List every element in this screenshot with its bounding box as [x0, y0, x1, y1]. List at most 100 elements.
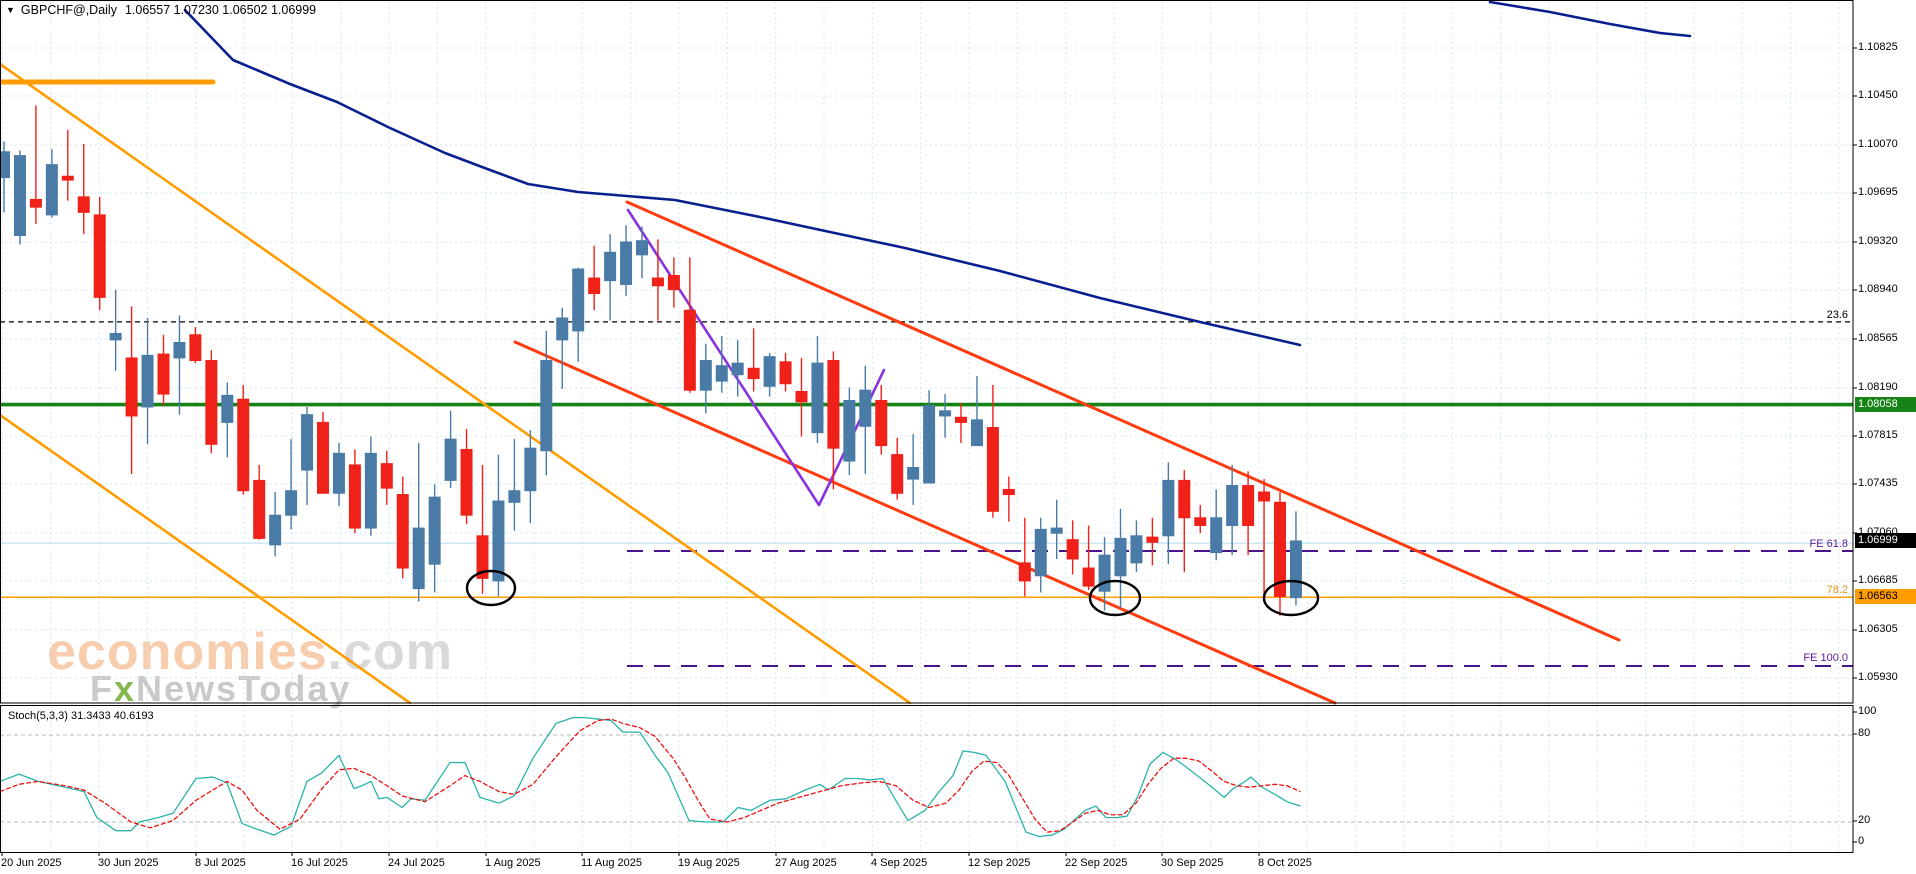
stoch-d-line [0, 718, 1301, 833]
candle-body [1066, 539, 1079, 560]
candle-body [492, 500, 505, 582]
candle-body [301, 414, 314, 471]
stoch-level-label: 0 [1858, 835, 1865, 847]
candle-body [1002, 488, 1015, 496]
candle-body [1098, 554, 1111, 592]
candle-body [1274, 501, 1286, 597]
candle-body [0, 151, 10, 179]
candle-body [604, 251, 617, 282]
candle-body [859, 389, 872, 427]
candle-body [364, 452, 377, 529]
candle-body [237, 398, 250, 492]
date-label: 8 Oct 2025 [1258, 857, 1312, 869]
candle-body [827, 360, 840, 449]
price-label: 1.09320 [1858, 235, 1898, 247]
date-label: 1 Aug 2025 [485, 857, 541, 869]
candle-body [444, 438, 457, 481]
candle-body [13, 155, 26, 237]
stoch-level-label: 80 [1858, 727, 1871, 739]
candle-body [460, 448, 473, 516]
candle-body [1146, 536, 1159, 543]
candle-body [29, 198, 42, 208]
candle-body [731, 362, 744, 376]
candle-body [1210, 517, 1223, 554]
watermark-economies: economies.com [47, 623, 454, 681]
orange-channel-upper [0, 62, 912, 705]
candle-body [189, 334, 202, 362]
symbol-dropdown-arrow-icon: ▼ [6, 5, 15, 15]
stoch-pane-border [0, 705, 1854, 853]
stoch-level-label: 100 [1858, 705, 1877, 717]
ma-line-right [1488, 0, 1692, 38]
price-label: 1.08940 [1858, 283, 1898, 295]
date-label: 19 Aug 2025 [678, 857, 740, 869]
candle-body [173, 341, 186, 359]
price-label: 1.07435 [1858, 477, 1898, 489]
candle-body [779, 361, 792, 385]
candle-body [699, 360, 712, 391]
fib-236-label: 23.6 [1826, 309, 1848, 321]
date-label: 11 Aug 2025 [581, 857, 642, 869]
stoch-level-label: 20 [1858, 814, 1871, 826]
candle-body [907, 467, 920, 480]
candle-body [221, 394, 234, 423]
candle-body [588, 277, 601, 295]
fe-618-label: FE 61.8 [1809, 538, 1848, 550]
candle-body [843, 399, 856, 462]
candle-body [269, 514, 282, 546]
candle-body [747, 367, 760, 380]
main-pane-border [0, 0, 1854, 704]
candle-body [1034, 528, 1047, 577]
candle-body [141, 354, 154, 408]
candle-body [1258, 491, 1271, 502]
candle-body [986, 427, 999, 512]
candle-body [396, 494, 409, 569]
candle-body [380, 463, 393, 489]
candle-body [715, 365, 728, 382]
candle-body [77, 196, 90, 213]
price-label: 1.08190 [1858, 381, 1898, 393]
candle-body [556, 317, 569, 341]
candle-body [1162, 479, 1175, 537]
stoch-indicator-label: Stoch(5,3,3) 31.3433 40.6193 [8, 710, 154, 722]
candle-body [125, 357, 138, 417]
date-label: 22 Sep 2025 [1065, 857, 1128, 869]
candle-body [285, 490, 298, 516]
candle-body [317, 421, 329, 494]
price-label: 1.06685 [1858, 574, 1898, 586]
candle-body [1178, 479, 1191, 519]
candle-body [636, 240, 648, 256]
price-label: 1.07815 [1858, 429, 1898, 441]
candle-body [540, 360, 553, 452]
candle-body [508, 490, 521, 503]
candle-body [939, 410, 952, 417]
candle-body [157, 353, 170, 395]
date-label: 30 Jun 2025 [98, 857, 159, 869]
date-label: 27 Aug 2025 [775, 857, 837, 869]
candle-body [45, 164, 58, 216]
candle-body [476, 535, 489, 579]
candle-body [1194, 517, 1207, 527]
candle-body [572, 268, 585, 332]
badge-orange-level: 1.06563 [1855, 589, 1916, 604]
date-label: 4 Sep 2025 [871, 857, 928, 869]
ma-line [183, 8, 1302, 347]
red-channel-upper [625, 200, 1621, 642]
candle-body [811, 362, 824, 434]
candle-body [1050, 527, 1063, 534]
chart-title: ▼ GBPCHF@,Daily 1.06557 1.07230 1.06502 1.… [6, 3, 316, 17]
candle-body [524, 447, 537, 492]
price-label: 1.10070 [1858, 138, 1898, 150]
candle-body [205, 360, 218, 445]
candle-body [1082, 567, 1095, 587]
candle-body [667, 274, 680, 291]
candle-body [795, 390, 808, 403]
ohlc-values: 1.06557 1.07230 1.06502 1.06999 [124, 3, 317, 17]
price-label: 1.10825 [1858, 41, 1898, 53]
candle-body [61, 175, 74, 181]
price-label: 1.05930 [1858, 671, 1898, 683]
price-label: 1.08565 [1858, 332, 1898, 344]
candle-body [1114, 537, 1127, 577]
